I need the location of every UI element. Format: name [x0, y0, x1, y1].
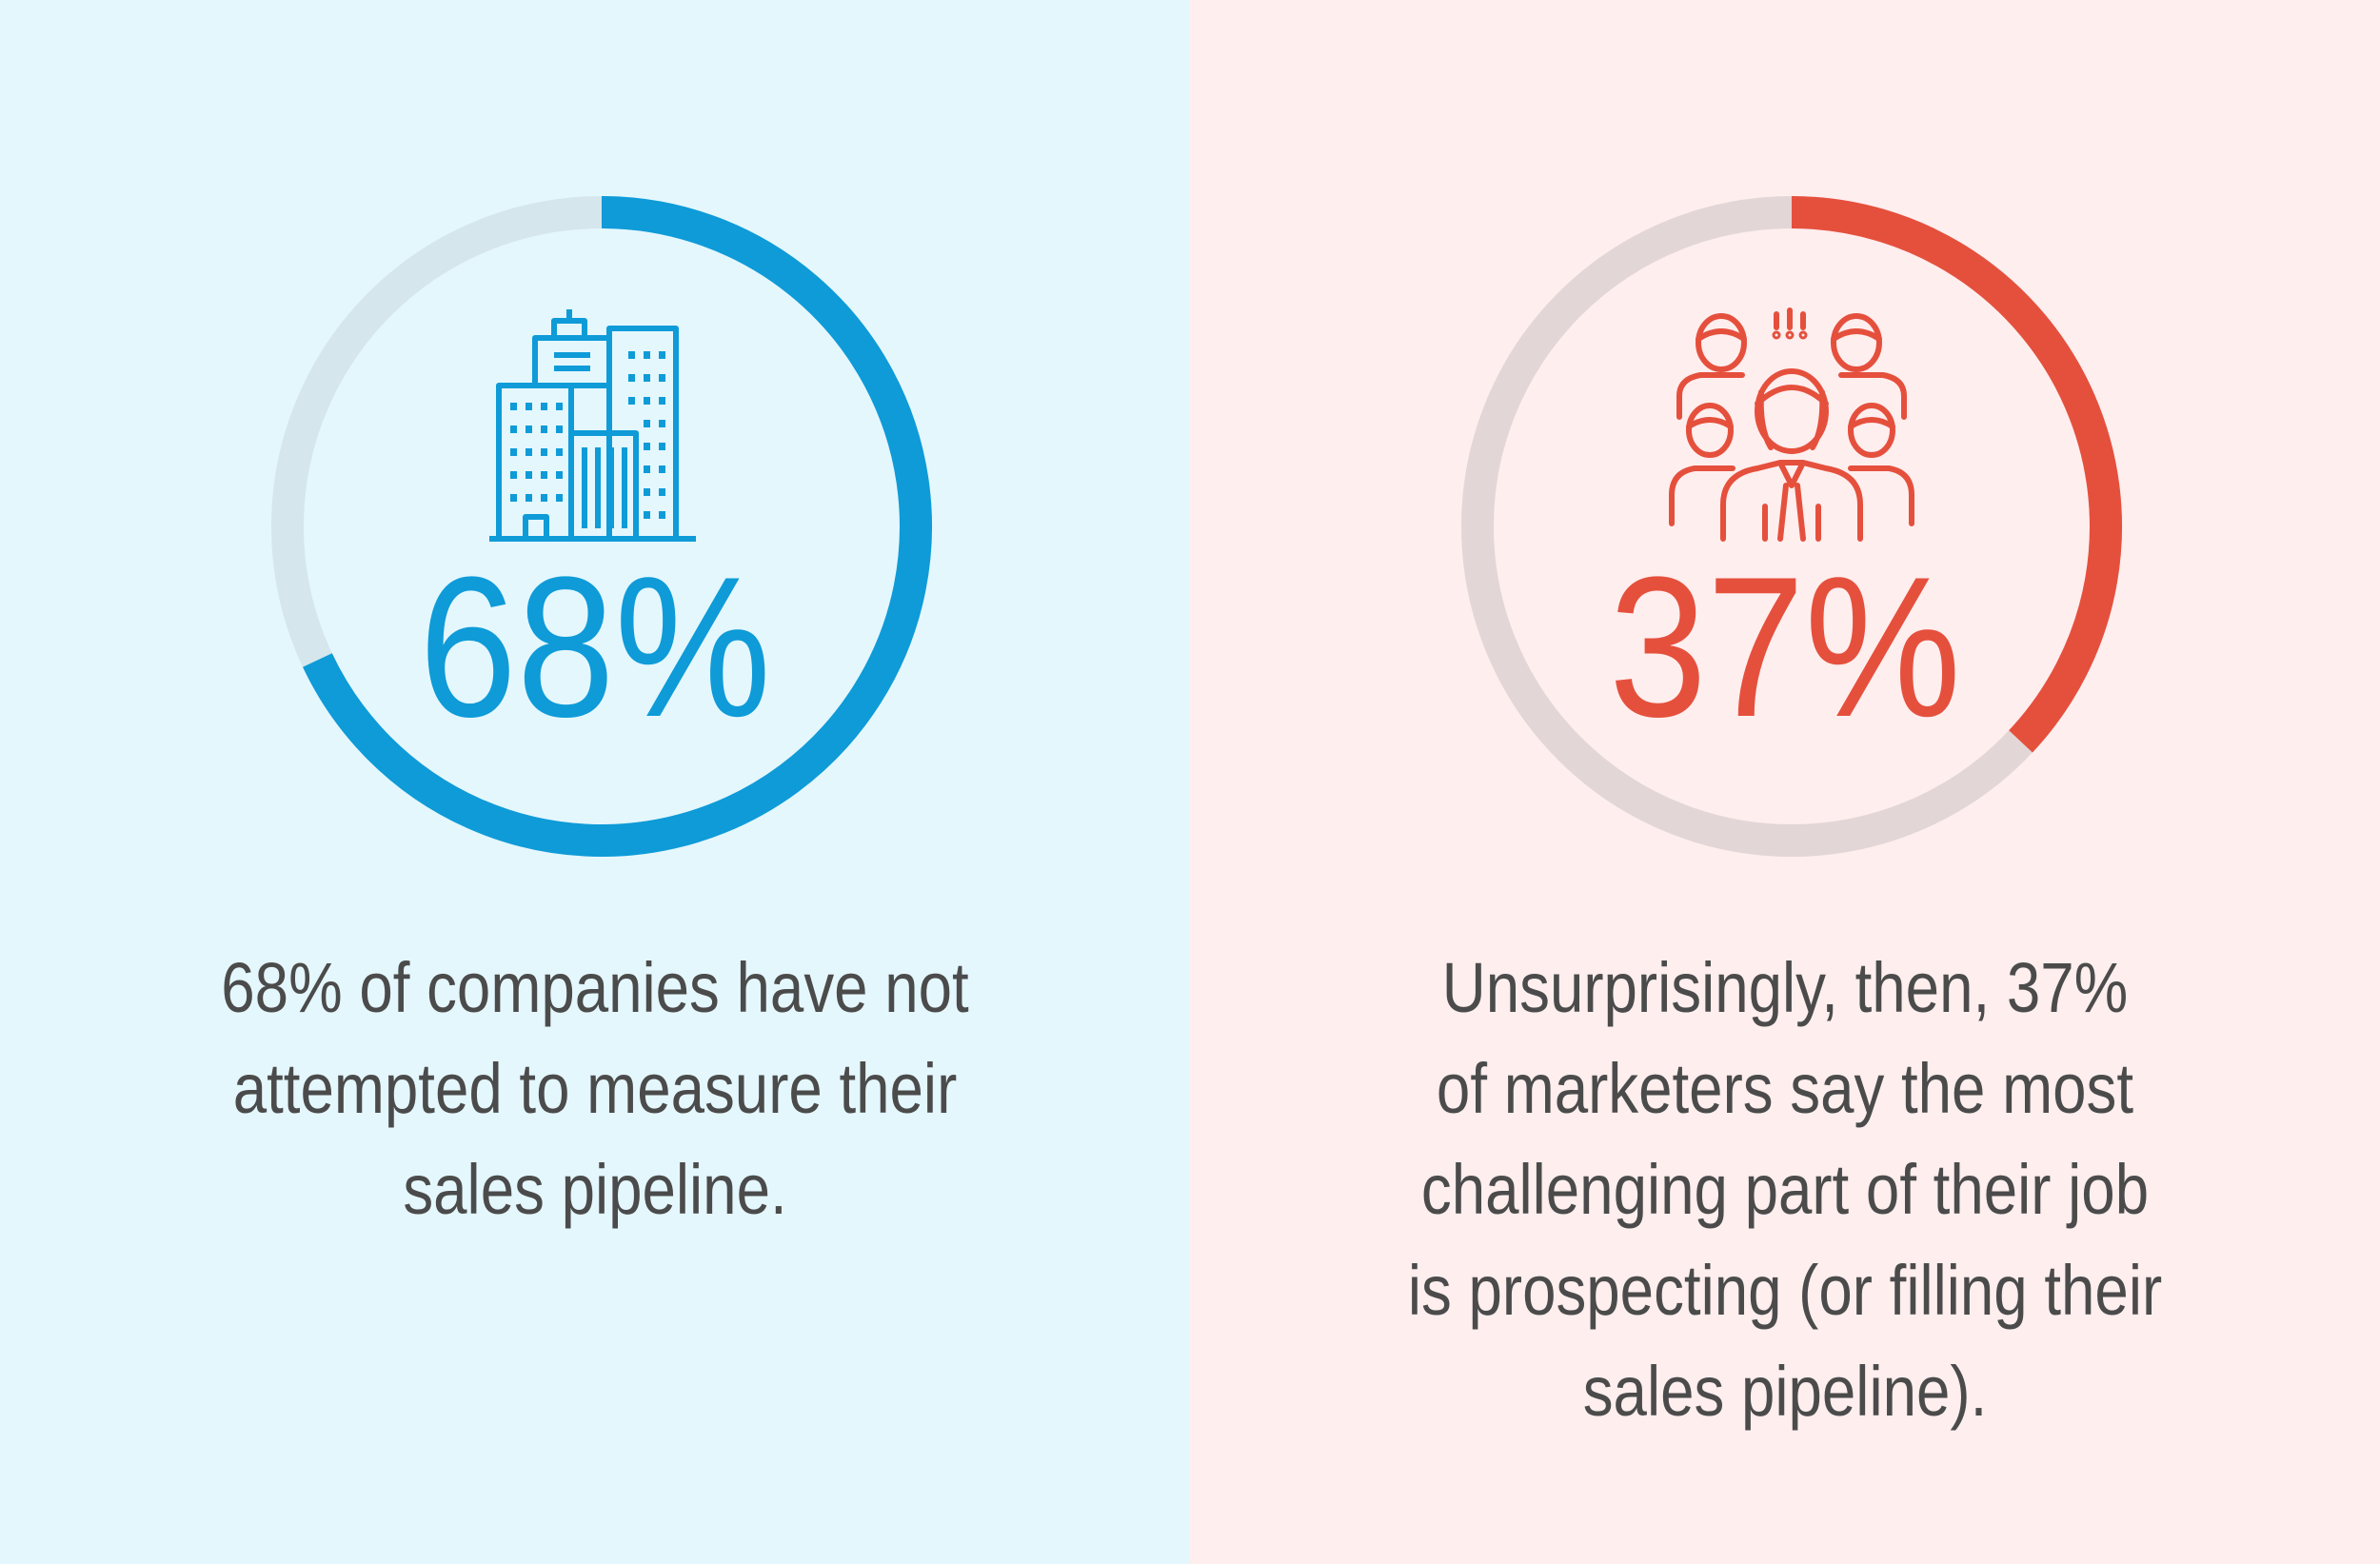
left-caption: 68% of companies have not attempted to m… [84, 938, 1107, 1240]
right-caption-line: challenging part of their job [1420, 1150, 2150, 1229]
left-ring-progress-arc [303, 196, 932, 857]
right-percent-value: 37% [1609, 535, 1961, 759]
left-caption-line: sales pipeline. [403, 1150, 787, 1229]
office-buildings-icon [489, 309, 696, 542]
right-ring-progress-arc [1791, 196, 2122, 753]
right-stat-panel: 37% Unsurprisingly, then, 37% of markete… [1190, 0, 2380, 1564]
right-progress-ring [1461, 196, 2122, 857]
right-caption-line: Unsurprisingly, then, 37% [1441, 948, 2129, 1027]
left-caption-line: 68% of companies have not [221, 948, 969, 1027]
left-stat-panel: 68% 68% of companies have not attempted … [0, 0, 1190, 1564]
right-caption: Unsurprisingly, then, 37% of marketers s… [1274, 938, 2297, 1442]
right-caption-line: of marketers say the most [1436, 1049, 2134, 1128]
right-caption-line: is prospecting (or filling their [1407, 1251, 2163, 1330]
left-percent-value: 68% [419, 535, 771, 759]
right-caption-line: sales pipeline). [1582, 1352, 1988, 1431]
team-group-icon [1669, 307, 1914, 542]
left-progress-ring [271, 196, 932, 857]
left-caption-line: attempted to measure their [232, 1049, 958, 1128]
